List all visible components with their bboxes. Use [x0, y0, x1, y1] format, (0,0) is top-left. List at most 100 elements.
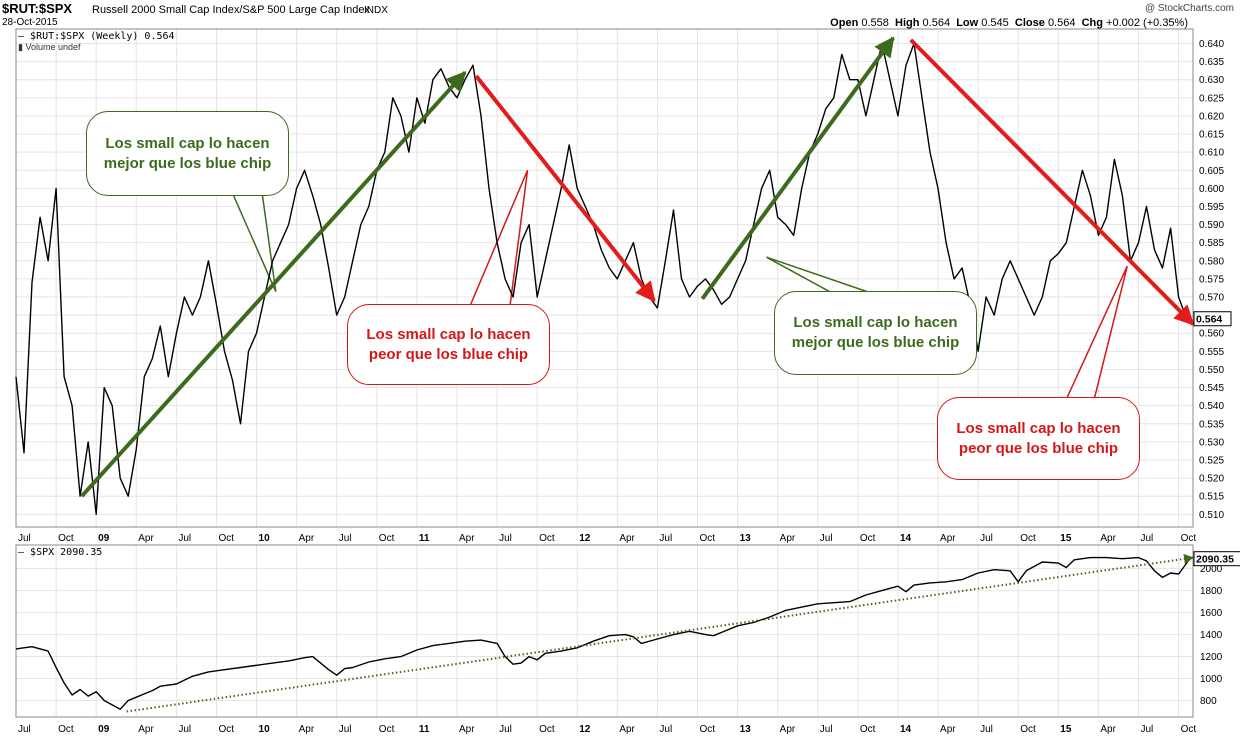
lower-legend-text: $SPX 2090.35 [30, 547, 103, 558]
lower-legend: — $SPX 2090.35 [18, 547, 103, 558]
lower-x-tick-label: 14 [900, 724, 912, 735]
upper-y-tick-label: 0.535 [1199, 419, 1224, 430]
volume-legend-text: Volume undef [25, 42, 81, 52]
upper-y-tick-label: 0.615 [1199, 130, 1224, 141]
upper-y-tick-label: 0.540 [1199, 401, 1224, 412]
lower-x-axis: Jul Oct 09 Apr Jul Oct 10 Apr Jul Oct 11 Apr Jul Oct 1… [18, 724, 1196, 735]
open-label: Open [830, 17, 859, 29]
callout-pointers [230, 169, 1128, 401]
upper-y-tick-label: 0.635 [1199, 57, 1224, 68]
upper-x-tick-label: Jul [659, 533, 672, 544]
lower-x-tick-label: Jul [339, 724, 352, 735]
open-value: 0.558 [861, 17, 889, 29]
upper-y-axis: 0.510 0.515 0.520 0.525 0.530 0.535 0.540 0.545… [1199, 39, 1224, 521]
upper-y-tick-label: 0.570 [1199, 293, 1224, 304]
lower-x-tick-label: Jul [499, 724, 512, 735]
spx-series [15, 553, 1194, 713]
lower-x-tick-label: Jul [980, 724, 993, 735]
lower-x-tick-label: Jul [18, 724, 31, 735]
upper-x-tick-label: Oct [700, 533, 716, 544]
upper-x-tick-label: 15 [1060, 533, 1072, 544]
upper-x-tick-label: Oct [218, 533, 234, 544]
lower-x-tick-label: 11 [419, 724, 430, 735]
callout-outperform-2: Los small cap lo hacen mejor que los blu… [774, 291, 977, 375]
upper-y-tick-label: 0.590 [1199, 220, 1224, 231]
lower-y-tick-label: 800 [1200, 696, 1217, 707]
upper-y-tick-label: 0.580 [1199, 256, 1224, 267]
underperform-arrow [909, 38, 1195, 326]
lower-x-tick-label: Apr [940, 724, 956, 735]
lower-x-tick-label: 15 [1060, 724, 1072, 735]
lower-y-tick-label: 1800 [1200, 586, 1223, 597]
chg-value: +0.002 (+0.35%) [1106, 17, 1188, 29]
lower-x-tick-label: Jul [659, 724, 672, 735]
ratio-series [15, 42, 1190, 515]
upper-x-tick-label: Apr [138, 533, 154, 544]
lower-last-value: 2090.35 [1193, 551, 1240, 567]
upper-x-tick-label: Oct [1020, 533, 1036, 544]
high-value: 0.564 [922, 17, 951, 29]
lower-grid [15, 545, 1193, 717]
upper-x-tick-label: Jul [18, 533, 31, 544]
lower-x-tick-label: Oct [1181, 724, 1197, 735]
upper-last-value: 0.564 [1193, 311, 1232, 327]
upper-x-tick-label: Oct [379, 533, 395, 544]
upper-y-tick-label: 0.515 [1199, 492, 1224, 503]
upper-x-tick-label: Oct [539, 533, 555, 544]
lower-x-tick-label: 10 [259, 724, 271, 735]
lower-last-value-label-box [1193, 551, 1240, 567]
upper-x-tick-label: 12 [579, 533, 591, 544]
exchange-label: INDX [364, 5, 388, 16]
ohlc-readout: Open 0.558 High 0.564 Low 0.545 Close 0.… [830, 17, 1188, 29]
upper-x-tick-label: 11 [419, 533, 430, 544]
lower-x-tick-label: Apr [780, 724, 796, 735]
upper-y-tick-label: 0.525 [1199, 455, 1224, 466]
upper-x-tick-label: Apr [1100, 533, 1116, 544]
upper-y-tick-label: 0.520 [1199, 474, 1224, 485]
ticker-symbol: $RUT:$SPX [2, 1, 73, 16]
lower-x-tick-label: Apr [459, 724, 475, 735]
close-value: 0.564 [1047, 17, 1076, 29]
chart-title: Russell 2000 Small Cap Index/S&P 500 Lar… [92, 4, 371, 16]
lower-x-tick-label: Oct [539, 724, 555, 735]
lower-x-tick-label: Apr [299, 724, 315, 735]
upper-legend: — $RUT:$SPX (Weekly) 0.564 [18, 31, 175, 42]
lower-y-tick-label: 1000 [1200, 674, 1223, 685]
upper-x-tick-label: Jul [339, 533, 352, 544]
upper-x-tick-label: Jul [499, 533, 512, 544]
lower-x-tick-label: Oct [218, 724, 234, 735]
lower-x-tick-label: 12 [579, 724, 591, 735]
lower-x-tick-label: Oct [58, 724, 74, 735]
upper-y-tick-label: 0.640 [1199, 39, 1224, 50]
lower-x-tick-label: 09 [98, 724, 110, 735]
upper-x-tick-label: 14 [900, 533, 912, 544]
lower-x-tick-label: Oct [700, 724, 716, 735]
upper-x-tick-label: Oct [58, 533, 74, 544]
upper-x-tick-label: Apr [940, 533, 956, 544]
upper-y-tick-label: 0.610 [1199, 148, 1224, 159]
lower-x-tick-label: Apr [138, 724, 154, 735]
lower-x-tick-label: Jul [1140, 724, 1153, 735]
upper-y-tick-label: 0.630 [1199, 75, 1224, 86]
upper-x-tick-label: Oct [1181, 533, 1197, 544]
upper-x-tick-label: 13 [740, 533, 752, 544]
upper-x-tick-label: Oct [860, 533, 876, 544]
low-value: 0.545 [981, 17, 1009, 29]
upper-x-axis: Jul Oct 09 Apr Jul Oct 10 Apr Jul Oct 11 Apr Jul Oct 1… [18, 533, 1196, 544]
spx-line [15, 556, 1191, 710]
lower-y-axis: 800 1000 1200 1400 1600 1800 2000 [1200, 564, 1223, 707]
upper-panel-frame [15, 28, 1194, 528]
upper-x-tick-label: Apr [459, 533, 475, 544]
upper-y-tick-label: 0.605 [1199, 166, 1224, 177]
upper-x-tick-label: Apr [619, 533, 635, 544]
underperform-arrow [474, 74, 656, 303]
lower-x-tick-label: Apr [619, 724, 635, 735]
upper-y-tick-label: 0.530 [1199, 437, 1224, 448]
chg-label: Chg [1081, 17, 1103, 29]
close-label: Close [1014, 17, 1045, 29]
upper-legend-text: $RUT:$SPX (Weekly) 0.564 [30, 31, 175, 42]
upper-y-tick-label: 0.620 [1199, 111, 1224, 122]
upper-x-tick-label: Apr [299, 533, 315, 544]
upper-y-tick-label: 0.545 [1199, 383, 1224, 394]
chart-date: 28-Oct-2015 [2, 17, 58, 28]
